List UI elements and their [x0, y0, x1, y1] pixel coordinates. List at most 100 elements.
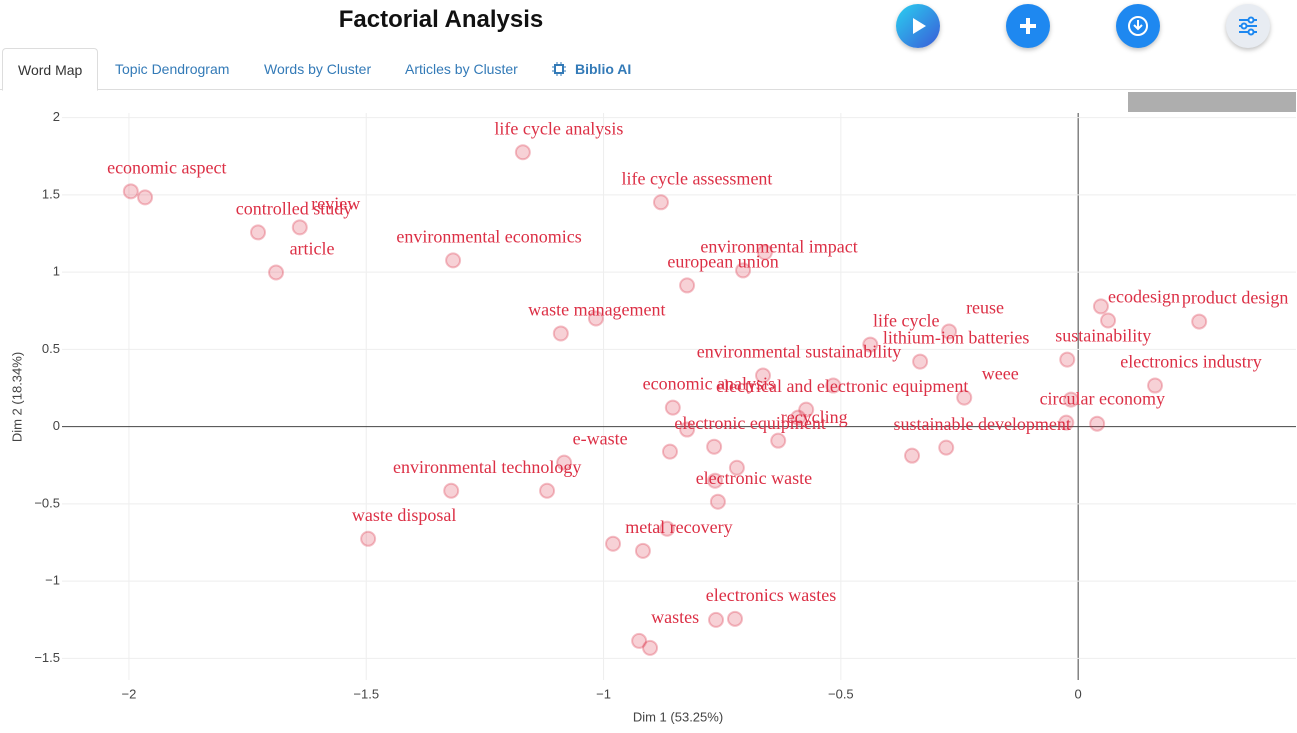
tab[interactable]: Topic Dendrogram [115, 61, 230, 77]
tab-bar: Word Map Topic Dendrogram Words by Clust… [0, 48, 1297, 91]
point [360, 530, 377, 547]
point-label: reuse [966, 298, 1004, 318]
chip-icon [552, 62, 566, 76]
y-tick-label: 0.5 [42, 341, 60, 356]
point-label: controlled study [236, 199, 352, 219]
point-label: circular economy [1040, 389, 1165, 409]
point [941, 323, 958, 340]
point [1092, 298, 1109, 315]
add-button[interactable] [1006, 4, 1050, 48]
point-label: metal recovery [625, 517, 732, 537]
point [708, 611, 725, 628]
y-axis-title: Dim 2 (18.34%) [9, 352, 24, 442]
settings-button[interactable] [1226, 4, 1270, 48]
point-label: review [311, 193, 360, 213]
point [755, 367, 772, 384]
download-icon [1128, 16, 1148, 36]
point [634, 542, 651, 559]
point [443, 482, 460, 499]
point [790, 409, 807, 426]
point-label: life cycle [873, 311, 939, 331]
x-tick-label: 0 [1075, 686, 1082, 701]
point-label: e-waste [573, 429, 628, 449]
point [1058, 414, 1075, 431]
x-tick-label: −1 [596, 686, 611, 701]
tab[interactable]: Biblio AI [575, 61, 632, 77]
plot-toolbar[interactable] [1128, 92, 1296, 112]
point [514, 144, 531, 161]
point [770, 432, 787, 449]
point-label: economic aspect [107, 157, 226, 177]
y-tick-label: 1.5 [42, 186, 60, 201]
point [631, 632, 648, 649]
point [587, 310, 604, 327]
point [642, 639, 659, 656]
x-tick-label: −0.5 [828, 686, 854, 701]
point-label: electronic equipment [674, 413, 825, 433]
x-axis-title: Dim 1 (53.25%) [633, 709, 723, 724]
point-label: lithium-ion batteries [883, 328, 1029, 348]
point [556, 454, 573, 471]
point-label: electronic waste [696, 468, 812, 488]
point [552, 325, 569, 342]
point-label: life cycle analysis [494, 118, 623, 138]
tab[interactable]: Words by Cluster [264, 61, 372, 77]
point-label: waste management [528, 300, 665, 320]
sliders-icon [1239, 16, 1257, 36]
point [912, 353, 929, 370]
point [659, 520, 676, 537]
x-tick-label: −1.5 [353, 686, 379, 701]
y-tick-label: −1.5 [34, 650, 60, 665]
point [728, 459, 745, 476]
point [938, 439, 955, 456]
y-tick-label: 1 [53, 264, 60, 279]
tab[interactable]: Word Map [2, 48, 99, 91]
point [1191, 313, 1208, 330]
point-label: environmental economics [396, 227, 581, 247]
point-label: electronics industry [1120, 352, 1261, 372]
point-label: life cycle assessment [621, 168, 772, 188]
download-button[interactable] [1116, 4, 1160, 48]
x-tick-label: −2 [122, 686, 137, 701]
point [727, 610, 744, 627]
point [825, 377, 842, 394]
point-label: product design [1182, 288, 1288, 308]
point [445, 252, 462, 269]
point [1059, 351, 1076, 368]
point [709, 493, 726, 510]
point [707, 472, 724, 489]
point [956, 389, 973, 406]
point [661, 443, 678, 460]
y-tick-label: −0.5 [34, 495, 60, 510]
point [268, 264, 285, 281]
tab[interactable]: Articles by Cluster [405, 61, 518, 77]
point-label: environmental impact [700, 237, 857, 257]
point [1089, 415, 1106, 432]
point-label: sustainability [1055, 326, 1151, 346]
point [1063, 391, 1080, 408]
point [664, 399, 681, 416]
point [605, 535, 622, 552]
point [1147, 377, 1164, 394]
y-tick-label: −1 [45, 573, 60, 588]
point [137, 189, 154, 206]
plus-icon [1020, 18, 1036, 34]
point-label: article [290, 239, 335, 259]
point-label: waste disposal [352, 505, 456, 525]
point [756, 244, 773, 261]
point [904, 447, 921, 464]
point-label: recycling [781, 407, 848, 427]
point [291, 219, 308, 236]
run-button[interactable] [896, 4, 940, 48]
point-label: european union [667, 252, 778, 272]
point-label: environmental technology [393, 457, 581, 477]
point [679, 421, 696, 438]
point-label: wastes [651, 607, 699, 627]
point-label: environmental sustainability [697, 342, 901, 362]
play-icon [913, 18, 926, 34]
page-title: Factorial Analysis [338, 6, 544, 33]
y-tick-label: 0 [53, 418, 60, 433]
point [679, 277, 696, 294]
